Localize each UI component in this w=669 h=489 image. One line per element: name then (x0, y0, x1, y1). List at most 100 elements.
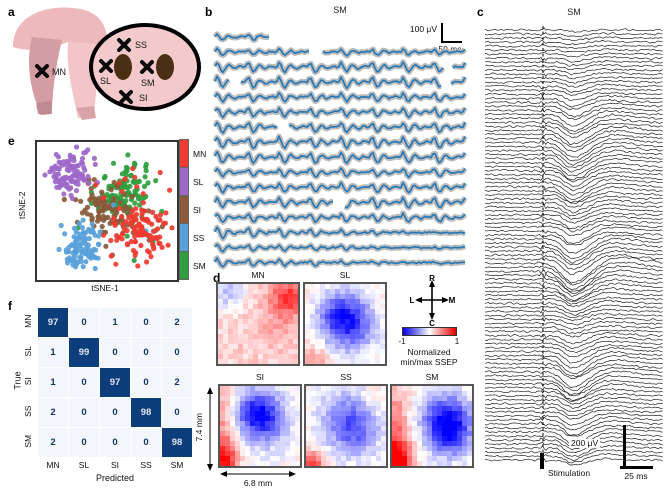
confusion-cell: 0 (100, 398, 130, 427)
colorbar-caption-line2: min/max SSEP (400, 357, 458, 367)
heatmap-mn: MN (216, 271, 300, 366)
marker-label-sl: SL (100, 76, 112, 86)
stacked-traces-plot (484, 26, 663, 466)
confusion-cell: 1 (100, 308, 130, 337)
confusion-cell: 99 (69, 338, 99, 367)
predicted-axis-label: Predicted (95, 473, 135, 483)
heatmap-grid (303, 281, 387, 366)
voltage-scale-label: 100 μV (409, 24, 437, 34)
legend-label: SI (193, 205, 202, 215)
panel-letter-c: c (477, 5, 484, 19)
confusion-cell: 97 (100, 368, 130, 397)
pig-anatomy-drawing (13, 7, 201, 120)
legend-label: MN (193, 149, 207, 159)
legend-swatch (179, 195, 189, 224)
scatter-cluster-mn (93, 165, 175, 269)
confusion-row-label: SL (22, 346, 33, 357)
confusion-cell: 0 (100, 338, 130, 367)
tsne-scatter-plot (35, 140, 179, 282)
confusion-row-label: SI (22, 377, 33, 386)
width-dimension-label: 6.8 mm (243, 478, 273, 488)
heatmap-title: SL (339, 270, 351, 280)
confusion-cell: 98 (162, 428, 192, 457)
tsne-y-axis-label: tSNE-2 (16, 191, 27, 219)
x-marker-icon (119, 90, 133, 104)
colorbar-tick-min: -1 (398, 337, 406, 346)
colorbar-tick-max: 1 (454, 337, 460, 346)
confusion-cell: 0 (69, 308, 99, 337)
colorbar (402, 327, 457, 336)
heatmap-sl: SL (303, 271, 387, 366)
confusion-col-label: SL (78, 460, 90, 470)
panel-e: e tSNE-2 tSNE-1 MN SL SI SS SM (8, 133, 238, 296)
heatmap-title: SS (340, 372, 352, 382)
confusion-cell: 0 (69, 368, 99, 397)
stimulation-tick-icon (540, 453, 544, 469)
panel-letter-d: d (213, 271, 221, 285)
svg-text:R: R (429, 274, 435, 283)
heatmap-grid (218, 383, 302, 468)
time-scale-label: 25 ms (624, 471, 648, 481)
confusion-cell: 0 (162, 338, 192, 367)
svg-text:M: M (449, 296, 456, 305)
heatmap-title: SM (425, 372, 439, 382)
legend-label: SS (193, 233, 205, 243)
confusion-col-label: MN (46, 460, 60, 470)
confusion-cell: 98 (131, 398, 161, 427)
confusion-cell: 2 (162, 368, 192, 397)
confusion-cell: 0 (100, 428, 130, 457)
heatmap-sm: SM (390, 373, 474, 468)
tsne-x-axis-label: tSNE-1 (91, 283, 119, 293)
stimulation-label: Stimulation (548, 468, 591, 478)
heatmap-title: SI (255, 372, 265, 382)
x-marker-icon (35, 64, 49, 78)
x-marker-icon (140, 60, 154, 74)
panel-c-title: SM (567, 7, 581, 17)
confusion-cell: 0 (69, 428, 99, 457)
heatmap-grid (390, 383, 474, 468)
voltage-scale-bar-icon (623, 425, 626, 467)
heatmap-grid (304, 383, 388, 468)
colorbar-caption-line1: Normalized (407, 347, 451, 357)
confusion-col-label: SI (110, 460, 120, 470)
tsne-legend: MN SL SI SS SM (179, 139, 219, 284)
legend-label: SM (193, 261, 206, 271)
panel-c: c SM 200 μV 25 ms Stimulation (477, 2, 669, 489)
panel-letter-a: a (8, 5, 15, 19)
snout-cross-section (89, 23, 201, 111)
marker-label-sm: SM (141, 78, 155, 88)
svg-text:L: L (410, 296, 415, 305)
orientation-compass-icon: R C L M (410, 274, 456, 328)
legend-swatch (179, 251, 189, 280)
confusion-cell: 97 (38, 308, 68, 337)
nostril-right (156, 54, 174, 80)
width-dimension-arrow-icon (220, 471, 296, 477)
confusion-row-label: SS (22, 405, 33, 417)
heatmap-grid (216, 281, 300, 366)
confusion-matrix: 97 0 1 0 2 1 99 0 0 0 1 0 97 0 2 2 0 0 98 0 2 0 0 0 98 (38, 308, 192, 457)
panel-letter-f: f (8, 299, 12, 313)
marker-label-si: SI (139, 93, 148, 103)
legend-swatch (179, 139, 189, 168)
svg-text:C: C (429, 319, 435, 328)
panel-a: a MN SS SL SM SI (8, 2, 236, 130)
confusion-cell: 2 (38, 428, 68, 457)
confusion-cell: 0 (131, 338, 161, 367)
confusion-col-label: SS (140, 460, 152, 470)
confusion-cell: 1 (38, 368, 68, 397)
confusion-col-label: SM (170, 460, 184, 470)
scatter-cluster-ss (56, 202, 156, 272)
confusion-row-label: MN (22, 314, 33, 328)
confusion-cell: 0 (131, 368, 161, 397)
true-axis-label: True (12, 371, 23, 390)
panel-letter-b: b (205, 5, 213, 19)
scale-bar-icon (441, 23, 462, 43)
marker-label-mn: MN (52, 67, 66, 77)
heatmap-title: MN (251, 270, 265, 280)
scatter-cluster-sl (42, 144, 100, 202)
ssep-trace-grid (212, 31, 468, 270)
legend-swatch (179, 223, 189, 252)
panel-b: b SM 100 μV 50 ms (200, 2, 472, 270)
panel-b-title: SM (333, 5, 347, 15)
confusion-cell: 1 (38, 338, 68, 367)
